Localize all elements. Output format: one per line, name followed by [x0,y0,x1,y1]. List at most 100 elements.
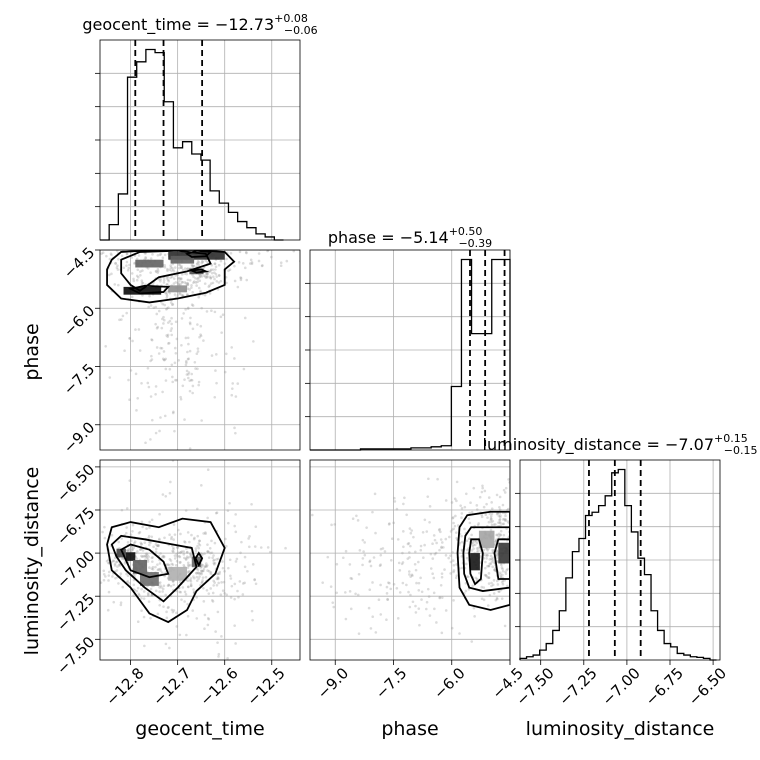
sample-point [107,579,110,582]
sample-point [491,565,494,569]
density-cell [498,542,510,564]
sample-point [516,527,519,530]
sample-point [243,316,247,320]
sample-point [470,640,474,643]
sample-point [170,327,174,330]
pair-panel-geocent_time-phase [93,246,301,451]
sample-point [205,565,208,568]
sample-point [124,531,128,535]
sample-point [176,277,180,280]
sample-point [175,552,179,556]
sample-point [204,259,208,262]
sample-point [119,603,123,607]
sample-point [236,285,240,289]
sample-point [197,295,201,299]
sample-point [213,277,216,281]
sample-point [449,554,452,557]
sample-point [120,537,123,540]
sample-point [139,548,142,551]
x-axis-label-luminosity-distance: luminosity_distance [526,718,715,740]
y-axis-label-luminosity-distance: luminosity_distance [21,467,43,656]
sample-point [233,524,236,528]
sample-point [230,393,234,397]
sample-point [422,556,425,560]
sample-point [126,549,130,553]
sample-point [136,620,140,624]
sample-point [398,591,402,594]
sample-point [454,576,458,580]
sample-point [188,379,191,383]
x-axis-label-phase: phase [381,718,438,740]
sample-point [487,576,491,579]
sample-point [206,468,210,472]
sample-point [387,523,391,526]
sample-point [170,275,174,279]
sample-point [188,246,191,249]
sample-point [501,522,504,526]
sample-point [429,552,433,556]
sample-point [486,553,489,557]
sample-point [204,275,207,278]
sample-point [351,517,355,521]
sample-point [91,569,94,572]
sample-point [138,593,141,597]
sample-point [233,279,237,283]
sample-point [157,543,160,547]
sample-point [93,283,96,286]
sample-point [502,517,506,521]
sample-point [147,385,151,389]
sample-point [155,326,159,330]
sample-point [451,559,455,562]
sample-point [251,563,255,566]
sample-point [417,581,421,585]
sample-point [392,582,396,586]
sample-point [114,560,118,564]
sample-point [239,276,242,279]
sample-point [504,486,508,490]
sample-point [215,577,219,581]
sample-point [341,556,345,560]
sample-point [154,392,157,396]
sample-point [185,550,189,554]
sample-point [494,598,498,602]
sample-point [471,541,475,544]
sample-point [236,246,239,249]
sample-point [241,262,245,265]
sample-point [102,578,106,582]
sample-point [311,513,314,517]
sample-point [192,537,196,541]
sample-point [168,367,172,371]
sample-point [185,633,188,637]
sample-point [254,525,258,529]
sample-point [440,572,444,575]
sample-point [163,263,167,267]
sample-point [100,581,103,584]
sample-point [219,315,223,319]
sample-point [168,558,172,561]
sample-point [335,591,338,595]
sample-point [498,518,501,522]
sample-point [501,503,505,507]
sample-point [195,571,198,575]
sample-point [172,270,176,273]
sample-point [105,559,109,563]
sample-point [130,272,134,275]
sample-point [180,280,184,284]
sample-point [259,546,263,549]
sample-point [246,569,249,573]
sample-point [151,253,154,256]
sample-point [186,336,190,340]
sample-point [204,562,208,565]
sample-point [483,573,487,577]
sample-point [200,580,204,584]
sample-point [130,549,134,552]
sample-point [125,549,129,552]
sample-point [239,551,242,555]
sample-point [511,533,514,536]
sample-point [453,497,457,501]
sample-point [193,536,196,540]
sample-point [476,550,479,554]
sample-point [166,335,169,338]
sample-point [516,534,519,537]
sample-point [476,549,480,552]
